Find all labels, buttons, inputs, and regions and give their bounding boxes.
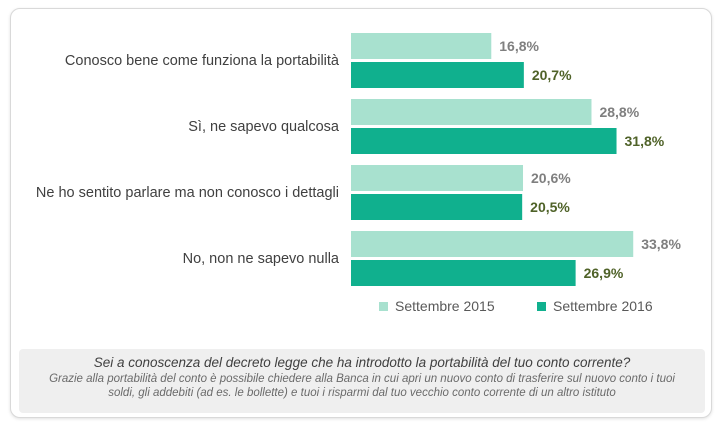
bar-2015-cat-3 bbox=[351, 165, 524, 191]
value-label-2015-cat-2: 28,8% bbox=[599, 104, 639, 120]
category-label-1: Conosco bene come funziona la portabilit… bbox=[65, 53, 340, 69]
bar-2016-cat-4 bbox=[351, 260, 576, 286]
bar-2016-cat-3 bbox=[351, 194, 523, 220]
category-label-4: No, non ne sapevo nulla bbox=[183, 251, 340, 267]
bar-chart: Conosco bene come funziona la portabilit… bbox=[36, 33, 681, 314]
bar-2016-cat-2 bbox=[351, 128, 617, 154]
chart-card: Conosco bene come funziona la portabilit… bbox=[10, 8, 712, 418]
value-label-2016-cat-2: 31,8% bbox=[625, 133, 665, 149]
value-label-2016-cat-4: 26,9% bbox=[584, 265, 624, 281]
value-label-2015-cat-3: 20,6% bbox=[531, 170, 571, 186]
value-label-2015-cat-4: 33,8% bbox=[641, 236, 681, 252]
category-label-3: Ne ho sentito parlare ma non conosco i d… bbox=[36, 185, 339, 201]
legend-label-2015: Settembre 2015 bbox=[395, 298, 495, 314]
value-label-2015-cat-1: 16,8% bbox=[499, 38, 539, 54]
survey-note: Grazie alla portabilità del conto è poss… bbox=[49, 373, 675, 399]
bar-2015-cat-1 bbox=[351, 33, 492, 59]
legend-swatch-2016 bbox=[537, 302, 546, 311]
survey-question: Sei a conoscenza del decreto legge che h… bbox=[93, 355, 631, 370]
bar-2015-cat-4 bbox=[351, 231, 634, 257]
value-label-2016-cat-1: 20,7% bbox=[532, 67, 572, 83]
bar-2015-cat-2 bbox=[351, 99, 592, 125]
legend-swatch-2015 bbox=[379, 302, 388, 311]
bar-2016-cat-1 bbox=[351, 62, 524, 88]
category-label-2: Sì, ne sapevo qualcosa bbox=[188, 119, 340, 135]
survey-footer: Sei a conoscenza del decreto legge che h… bbox=[19, 349, 705, 413]
value-label-2016-cat-3: 20,5% bbox=[530, 199, 570, 215]
legend-label-2016: Settembre 2016 bbox=[553, 298, 653, 314]
